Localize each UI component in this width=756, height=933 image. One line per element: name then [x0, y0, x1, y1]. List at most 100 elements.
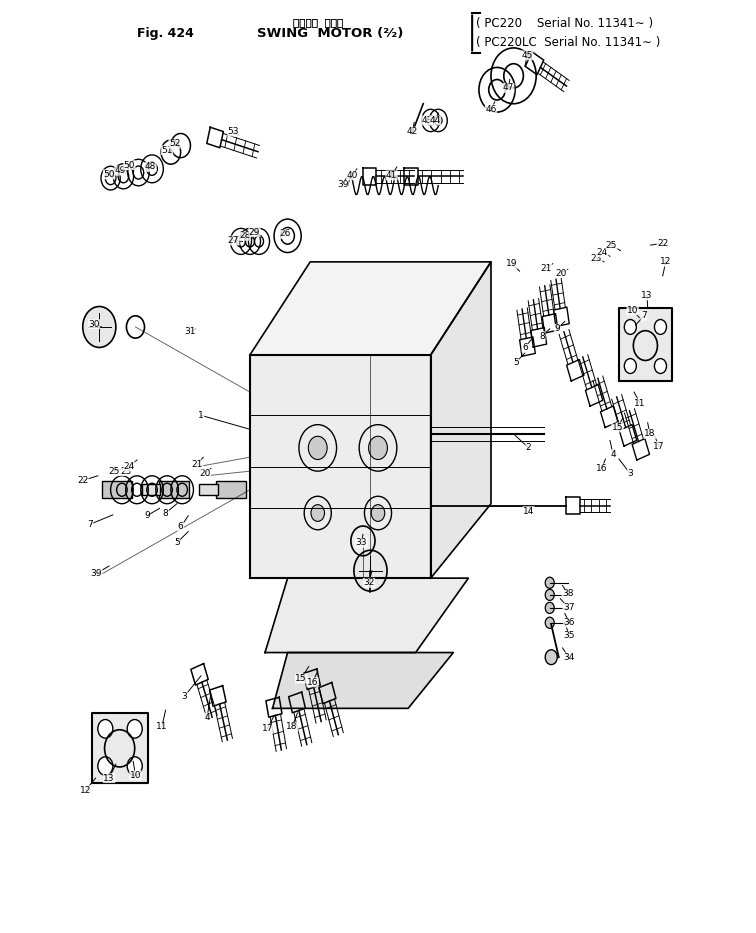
Bar [101, 481, 132, 498]
Text: 17: 17 [653, 441, 665, 451]
Text: 53: 53 [228, 127, 239, 136]
Circle shape [98, 757, 113, 775]
Polygon shape [250, 262, 491, 355]
Text: 18: 18 [644, 429, 655, 439]
Text: 39: 39 [337, 180, 349, 189]
Text: 38: 38 [562, 590, 574, 598]
Text: 15: 15 [612, 423, 623, 432]
Text: 10: 10 [130, 771, 141, 780]
Text: 17: 17 [262, 724, 273, 733]
Text: 3: 3 [627, 469, 634, 479]
Text: 4: 4 [610, 450, 616, 459]
Text: SWING  MOTOR (²⁄₂): SWING MOTOR (²⁄₂) [258, 26, 404, 39]
Text: 6: 6 [178, 522, 184, 532]
Text: 27: 27 [228, 236, 239, 245]
Text: 50: 50 [124, 160, 135, 170]
Bar [200, 484, 218, 495]
Text: 35: 35 [563, 632, 575, 640]
Circle shape [545, 603, 554, 614]
Text: 22: 22 [657, 239, 668, 248]
Circle shape [311, 505, 324, 522]
Text: 9: 9 [144, 511, 150, 521]
Circle shape [655, 358, 667, 373]
Text: 25: 25 [606, 241, 617, 250]
Circle shape [545, 578, 554, 589]
Text: 24: 24 [124, 462, 135, 471]
Text: 1: 1 [198, 411, 204, 420]
Text: 47: 47 [503, 83, 514, 92]
Circle shape [127, 757, 142, 775]
Text: 49: 49 [115, 166, 126, 175]
Text: 14: 14 [523, 507, 534, 516]
Text: 23: 23 [590, 254, 602, 262]
Circle shape [82, 307, 116, 347]
Circle shape [624, 358, 637, 373]
Circle shape [545, 618, 554, 628]
Text: 7: 7 [641, 312, 647, 320]
Text: 37: 37 [562, 604, 575, 612]
Text: 12: 12 [80, 786, 91, 795]
Text: 41: 41 [386, 171, 397, 180]
Text: スイング  モータ: スイング モータ [293, 17, 343, 27]
Text: 32: 32 [364, 578, 375, 587]
Polygon shape [265, 578, 469, 652]
Circle shape [308, 437, 327, 460]
Text: 39: 39 [91, 569, 102, 578]
Text: 3: 3 [181, 691, 187, 701]
Circle shape [545, 590, 554, 601]
Text: 20: 20 [199, 469, 210, 479]
Text: 46: 46 [485, 104, 497, 114]
Bar [216, 481, 246, 498]
Text: ( PC220LC  Serial No. 11341∼ ): ( PC220LC Serial No. 11341∼ ) [476, 35, 660, 49]
Text: 40: 40 [347, 171, 358, 180]
Text: 30: 30 [88, 320, 100, 328]
Circle shape [545, 649, 557, 664]
Text: 10: 10 [627, 306, 638, 314]
Text: 26: 26 [280, 230, 291, 239]
Text: 28: 28 [239, 231, 250, 241]
Text: 8: 8 [539, 332, 545, 341]
Polygon shape [431, 262, 491, 578]
Text: 31: 31 [184, 327, 196, 336]
Text: ( PC220    Serial No. 11341∼ ): ( PC220 Serial No. 11341∼ ) [476, 17, 653, 30]
Text: 6: 6 [522, 343, 528, 352]
Bar [142, 484, 160, 495]
Circle shape [624, 319, 637, 334]
Text: 36: 36 [563, 619, 575, 627]
Text: Fig. 424: Fig. 424 [137, 26, 194, 39]
Text: 21: 21 [541, 264, 552, 272]
Text: 23: 23 [120, 466, 132, 476]
Circle shape [369, 437, 387, 460]
Text: 5: 5 [513, 358, 519, 367]
Text: 11: 11 [634, 398, 646, 408]
Circle shape [655, 319, 667, 334]
Polygon shape [273, 652, 454, 708]
Text: 43: 43 [421, 116, 432, 125]
Circle shape [127, 719, 142, 738]
Text: 2: 2 [526, 443, 531, 453]
Text: 33: 33 [355, 538, 367, 548]
Text: 19: 19 [507, 259, 518, 268]
Text: スイング  モータ: スイング モータ [293, 17, 343, 27]
Text: 7: 7 [88, 520, 93, 529]
Text: 45: 45 [522, 50, 533, 60]
Text: 25: 25 [109, 466, 120, 476]
Text: 21: 21 [191, 460, 203, 469]
Text: 9: 9 [554, 325, 560, 333]
Polygon shape [250, 355, 431, 578]
Text: 12: 12 [660, 258, 671, 266]
Text: 11: 11 [156, 722, 168, 731]
Text: 15: 15 [296, 674, 307, 683]
Bar [159, 481, 189, 498]
Text: 4: 4 [204, 713, 210, 722]
Circle shape [98, 719, 113, 738]
Text: 16: 16 [307, 677, 318, 687]
Text: 48: 48 [145, 162, 156, 172]
Text: 52: 52 [169, 139, 181, 148]
Text: 50: 50 [104, 170, 115, 179]
Text: 16: 16 [596, 464, 608, 473]
Text: 34: 34 [563, 653, 575, 661]
Text: 8: 8 [163, 508, 169, 518]
Text: 29: 29 [249, 228, 260, 237]
Polygon shape [619, 309, 672, 381]
